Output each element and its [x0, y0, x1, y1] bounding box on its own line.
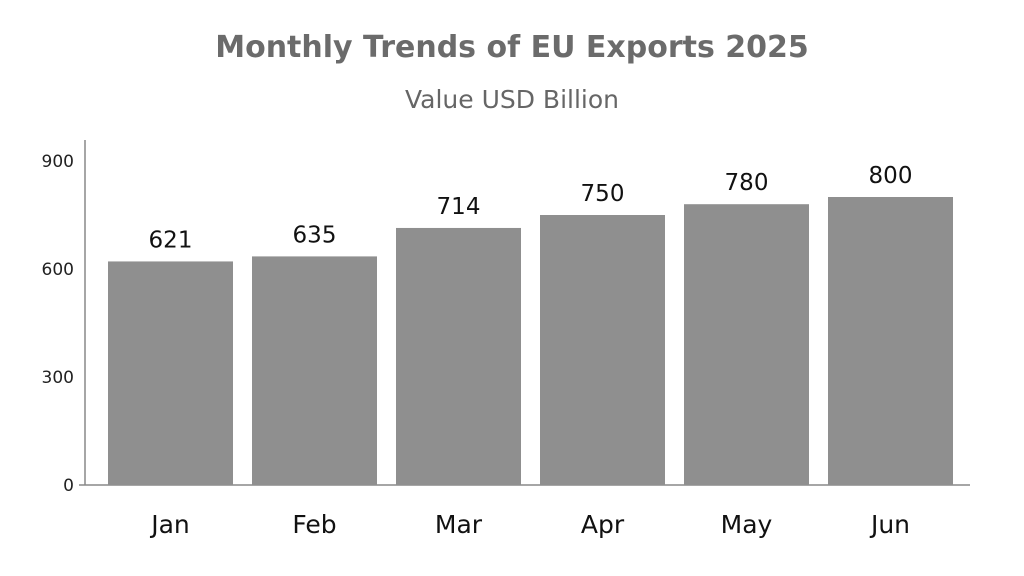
y-tick-label: 300 [42, 368, 74, 388]
y-tick-label: 0 [63, 476, 74, 496]
data-label-apr: 750 [581, 181, 625, 207]
bar-jun [828, 197, 953, 485]
data-label-jan: 621 [149, 227, 193, 253]
bar-feb [252, 256, 377, 485]
bar-apr [540, 215, 665, 485]
x-axis-labels: Jan Feb Mar Apr May Jun [149, 510, 910, 539]
bar-mar [396, 227, 521, 485]
bar-jan [108, 261, 233, 485]
y-tick-label: 900 [42, 152, 74, 172]
chart-subtitle: Value USD Billion [405, 85, 619, 114]
x-tick-label-jan: Jan [149, 510, 190, 539]
y-axis-ticks: 0 300 600 900 [42, 152, 74, 496]
bar-may [684, 204, 809, 485]
data-label-feb: 635 [293, 222, 337, 248]
x-tick-label-mar: Mar [435, 510, 483, 539]
data-label-jun: 800 [869, 163, 913, 189]
x-tick-label-feb: Feb [292, 510, 336, 539]
bar-series: 621 635 714 750 780 800 [108, 163, 953, 485]
chart-title: Monthly Trends of EU Exports 2025 [215, 30, 809, 65]
data-label-mar: 714 [437, 194, 481, 220]
x-tick-label-may: May [721, 510, 773, 539]
y-tick-label: 600 [42, 260, 74, 280]
data-label-may: 780 [725, 170, 769, 196]
x-tick-label-apr: Apr [581, 510, 625, 539]
x-tick-label-jun: Jun [869, 510, 910, 539]
